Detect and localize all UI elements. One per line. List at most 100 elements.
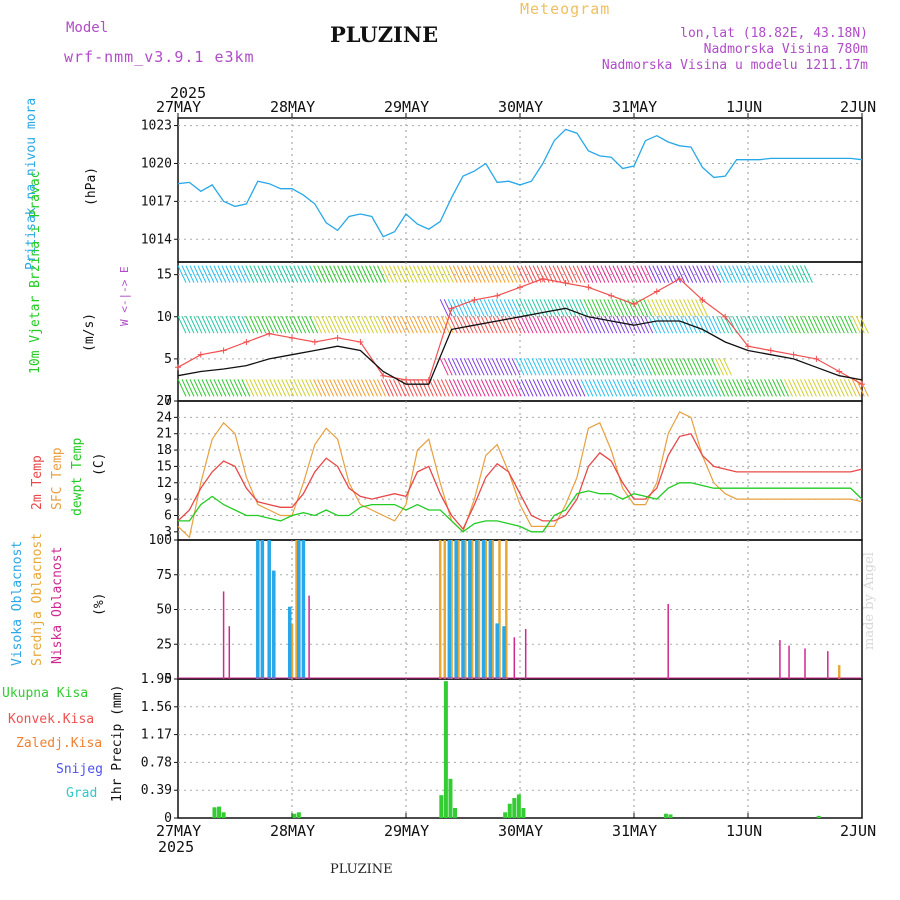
wind-barb [707,358,716,376]
wind-barb [484,265,494,283]
y-tick-label: 1020 [141,156,172,171]
wind-barb [740,315,750,334]
wind-barb [520,265,530,283]
wind-barb [544,265,554,283]
mid-cloud-bar [290,623,294,679]
wind-barb [567,358,577,376]
wind-barb [764,315,773,334]
precip-bar [221,812,226,818]
y-tick-label: 15 [156,268,172,283]
wind-barb [225,265,235,283]
high-cloud-bar [256,540,260,679]
wind-barb [572,265,582,283]
wind-barb [680,315,690,334]
wind-barb [708,265,718,283]
wind-barb [468,265,478,283]
wind-barb [329,265,339,283]
wind-barb [396,315,406,334]
wind-barb [552,379,562,397]
wind-barb [580,315,590,334]
wind-barb [672,315,682,334]
wind-barb [385,379,394,397]
wind-barb [305,315,315,334]
y-tick-label: 1017 [141,194,172,209]
wind-barb [536,265,546,283]
wind-barb [684,379,694,397]
wind-barb [503,358,513,376]
wind-barb [337,265,347,283]
wind-barb [185,379,195,397]
wind-barb [768,265,777,283]
wind-gust-marker [859,381,865,388]
wind-barb [636,265,646,283]
wind-barb [776,379,785,397]
wind-barb [788,265,797,283]
precip-bar [507,803,512,818]
wind-barb [684,265,694,283]
wind-gust-marker [175,364,181,371]
wind-barb [416,265,426,283]
wind-barb [588,265,598,283]
wind-barb [683,358,693,376]
wind-barb [495,299,505,317]
wind-barb [732,379,742,397]
wind-barb [631,358,641,376]
wind-barb [580,379,590,397]
wind-barb [744,265,754,283]
wind-barb [333,315,343,334]
wind-barb [588,315,598,334]
wind-barb [408,315,418,334]
wind-barb [229,265,239,283]
wind-barb [615,299,625,317]
wind-barb [353,315,363,334]
high-cloud-bar [495,623,499,679]
wind-barb [628,265,638,283]
wind-barb [432,265,442,283]
wind-barb [611,299,621,317]
wind-barb [455,358,465,376]
wind-barb [412,315,422,334]
wind-barb [479,299,489,317]
wind-gust-marker [448,305,455,312]
wind-barb [472,379,482,397]
wind-barb [516,379,526,397]
wind-barb [611,358,621,376]
wind-barb [719,358,728,376]
wind-barb [511,299,521,317]
wind-barb [488,379,498,397]
precip-bar [439,795,444,818]
low-cloud-bar [222,591,225,679]
wind-barb [756,315,766,334]
wind-barb [357,265,367,283]
wind-barb [539,358,549,376]
wind-barb [799,265,809,283]
wind-barb [249,379,259,397]
wind-barb [484,315,494,334]
wind-barb [269,265,279,283]
mid-cloud-bar [477,540,481,679]
wind-barb [803,379,813,397]
wind-barb [740,265,750,283]
wind-barb [543,358,553,376]
wind-barb [241,265,251,283]
wind-barb [572,315,582,334]
wind-barb [620,265,630,283]
wind-barb [716,265,726,283]
wind-barb [564,379,574,397]
date-tick-label: 30MAY [498,98,544,116]
wind-barb [333,265,343,283]
wind-barb [412,265,422,283]
wind-barb [608,265,618,283]
wind-barb [448,315,458,334]
wind-gust-marker [676,275,683,282]
wind-barb [237,379,247,397]
wind-barb [544,379,554,397]
wind-barb [827,379,837,397]
wind-barb [764,265,773,283]
wind-barb [591,299,601,317]
wind-barb [496,315,506,334]
wind-barb [851,315,861,334]
high-cloud-bar [447,540,452,679]
wind-barb [436,265,446,283]
wind-barb [839,379,849,397]
